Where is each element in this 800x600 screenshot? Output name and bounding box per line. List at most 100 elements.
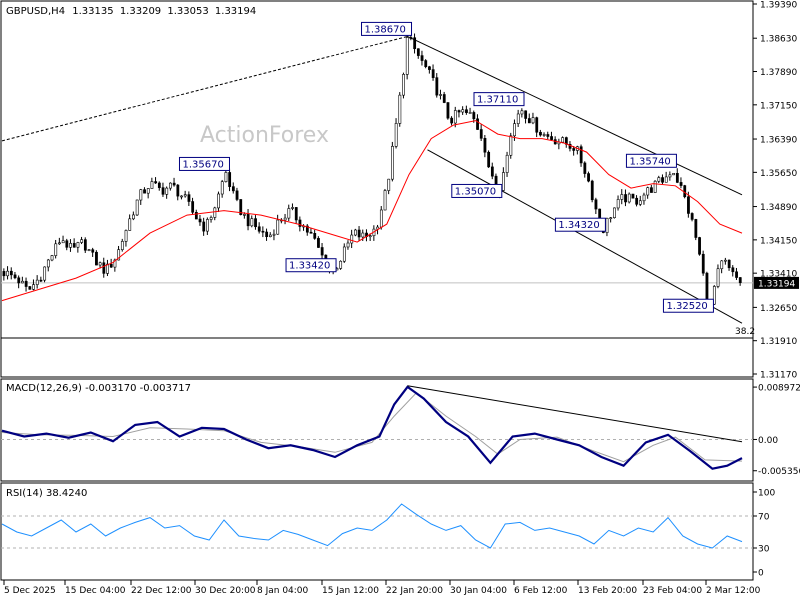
candle-body: [705, 272, 709, 304]
candle-body: [413, 37, 417, 50]
candle-body: [698, 237, 701, 255]
current-price-label: 1.33194: [758, 279, 795, 289]
price-axis-tick-label: 1.32650: [760, 304, 797, 314]
candle-body: [291, 207, 294, 209]
price-axis-tick-label: 1.37890: [760, 68, 797, 78]
rsi-axis-tick-label: 30: [758, 545, 770, 555]
price-axis-tick-label: 1.34150: [760, 236, 797, 246]
price-panel-frame: [0, 0, 754, 378]
candle-body: [191, 201, 195, 213]
candle-body: [402, 74, 405, 96]
candle-body: [102, 262, 106, 274]
candle-body: [58, 242, 61, 245]
candle-body: [653, 180, 657, 193]
candle-body: [24, 280, 28, 287]
swing-label-box: [451, 183, 503, 198]
candle-body: [535, 117, 539, 133]
candle-body: [180, 195, 183, 198]
candle-body: [9, 270, 13, 276]
candle-body: [161, 187, 165, 195]
candle-body: [150, 181, 154, 189]
candle-body: [187, 194, 191, 202]
candle-body: [146, 188, 150, 194]
candle-body: [487, 151, 491, 168]
candle-body: [69, 243, 72, 248]
candle-body: [294, 207, 298, 221]
candle-body: [520, 110, 524, 115]
swing-label-box: [285, 258, 337, 273]
candle-body: [605, 218, 609, 233]
candle-body: [509, 135, 513, 156]
candle-body: [243, 214, 246, 216]
candle-body: [720, 260, 724, 270]
candle-body: [317, 238, 320, 248]
candle-body: [476, 118, 479, 130]
x-axis-tick-label: 22 Jan 20:00: [386, 586, 443, 596]
x-axis-tick-label: 23 Feb 04:00: [643, 586, 702, 596]
candle-body: [124, 230, 128, 242]
macd-label: MACD(12,26,9) -0.003170 -0.003717: [6, 383, 191, 394]
candle-body: [28, 286, 32, 290]
ohlc-open: 1.33135: [72, 6, 113, 17]
swing-label: 1.32520: [666, 301, 707, 312]
x-axis-tick-label: 30 Jan 04:00: [450, 586, 507, 596]
rsi-line: [1, 503, 743, 549]
candle-body: [117, 249, 121, 261]
channel-trendline: [427, 149, 743, 324]
price-axis-tick-label: 1.36390: [760, 136, 797, 146]
rsi-axis-tick-label: 100: [758, 489, 775, 499]
candle-body: [76, 242, 80, 248]
candle-body: [527, 118, 531, 124]
candle-body: [505, 154, 509, 173]
candle-body: [157, 182, 161, 188]
price-axis-tick-label: 1.37150: [760, 101, 797, 111]
current-price-box: [754, 276, 799, 289]
candle-body: [32, 284, 35, 290]
candle-body: [239, 199, 243, 215]
candle-body: [631, 193, 635, 199]
swing-label: 1.35670: [182, 159, 223, 170]
candle-body: [583, 162, 587, 174]
candle-body: [668, 174, 672, 178]
candle-body: [87, 249, 91, 251]
price-axis-tick-label: 1.39390: [760, 1, 797, 11]
macd-axis-tick-label: 0.008972: [758, 384, 800, 394]
candle-body: [687, 196, 690, 214]
swing-label: 1.34320: [558, 220, 599, 231]
candle-body: [120, 241, 124, 250]
candle-body: [516, 113, 520, 124]
candle-body: [65, 240, 69, 248]
symbol-timeframe: GBPUSD,H4: [6, 6, 65, 17]
candle-body: [465, 109, 468, 113]
candle-body: [206, 219, 209, 232]
candle-body: [231, 186, 235, 192]
candle-body: [405, 37, 409, 75]
candle-body: [54, 243, 58, 256]
price-axis-tick-label: 1.38630: [760, 35, 797, 45]
candle-body: [513, 123, 516, 137]
x-axis-tick-label: 6 Feb 12:00: [514, 586, 568, 596]
swing-label-box: [178, 156, 230, 171]
candle-body: [98, 262, 102, 266]
price-axis-tick-label: 1.34890: [760, 203, 797, 213]
candle-body: [431, 69, 435, 78]
ohlc-low: 1.33053: [167, 6, 208, 17]
axis-layer: 1.39390 1.38630 1.37890 1.37150 1.36390 1.356…: [3, 1, 800, 596]
candle-body: [268, 234, 272, 238]
candle-body: [172, 182, 176, 186]
candle-body: [712, 286, 716, 305]
candle-body: [198, 218, 202, 223]
macd-trendline: [407, 385, 743, 443]
candle-body: [106, 263, 109, 274]
candle-body: [6, 270, 10, 277]
channel-trendline: [407, 35, 743, 196]
price-axis-tick-label: 1.31910: [760, 337, 797, 347]
candle-body: [113, 259, 117, 268]
x-axis-tick-label: 8 Jan 04:00: [257, 586, 309, 596]
candle-body: [261, 230, 265, 233]
candle-body: [246, 214, 250, 227]
rsi-axis-tick-label: 70: [758, 513, 770, 523]
candle-body: [738, 277, 742, 283]
candle-body: [213, 207, 217, 218]
candle-body: [176, 184, 180, 197]
